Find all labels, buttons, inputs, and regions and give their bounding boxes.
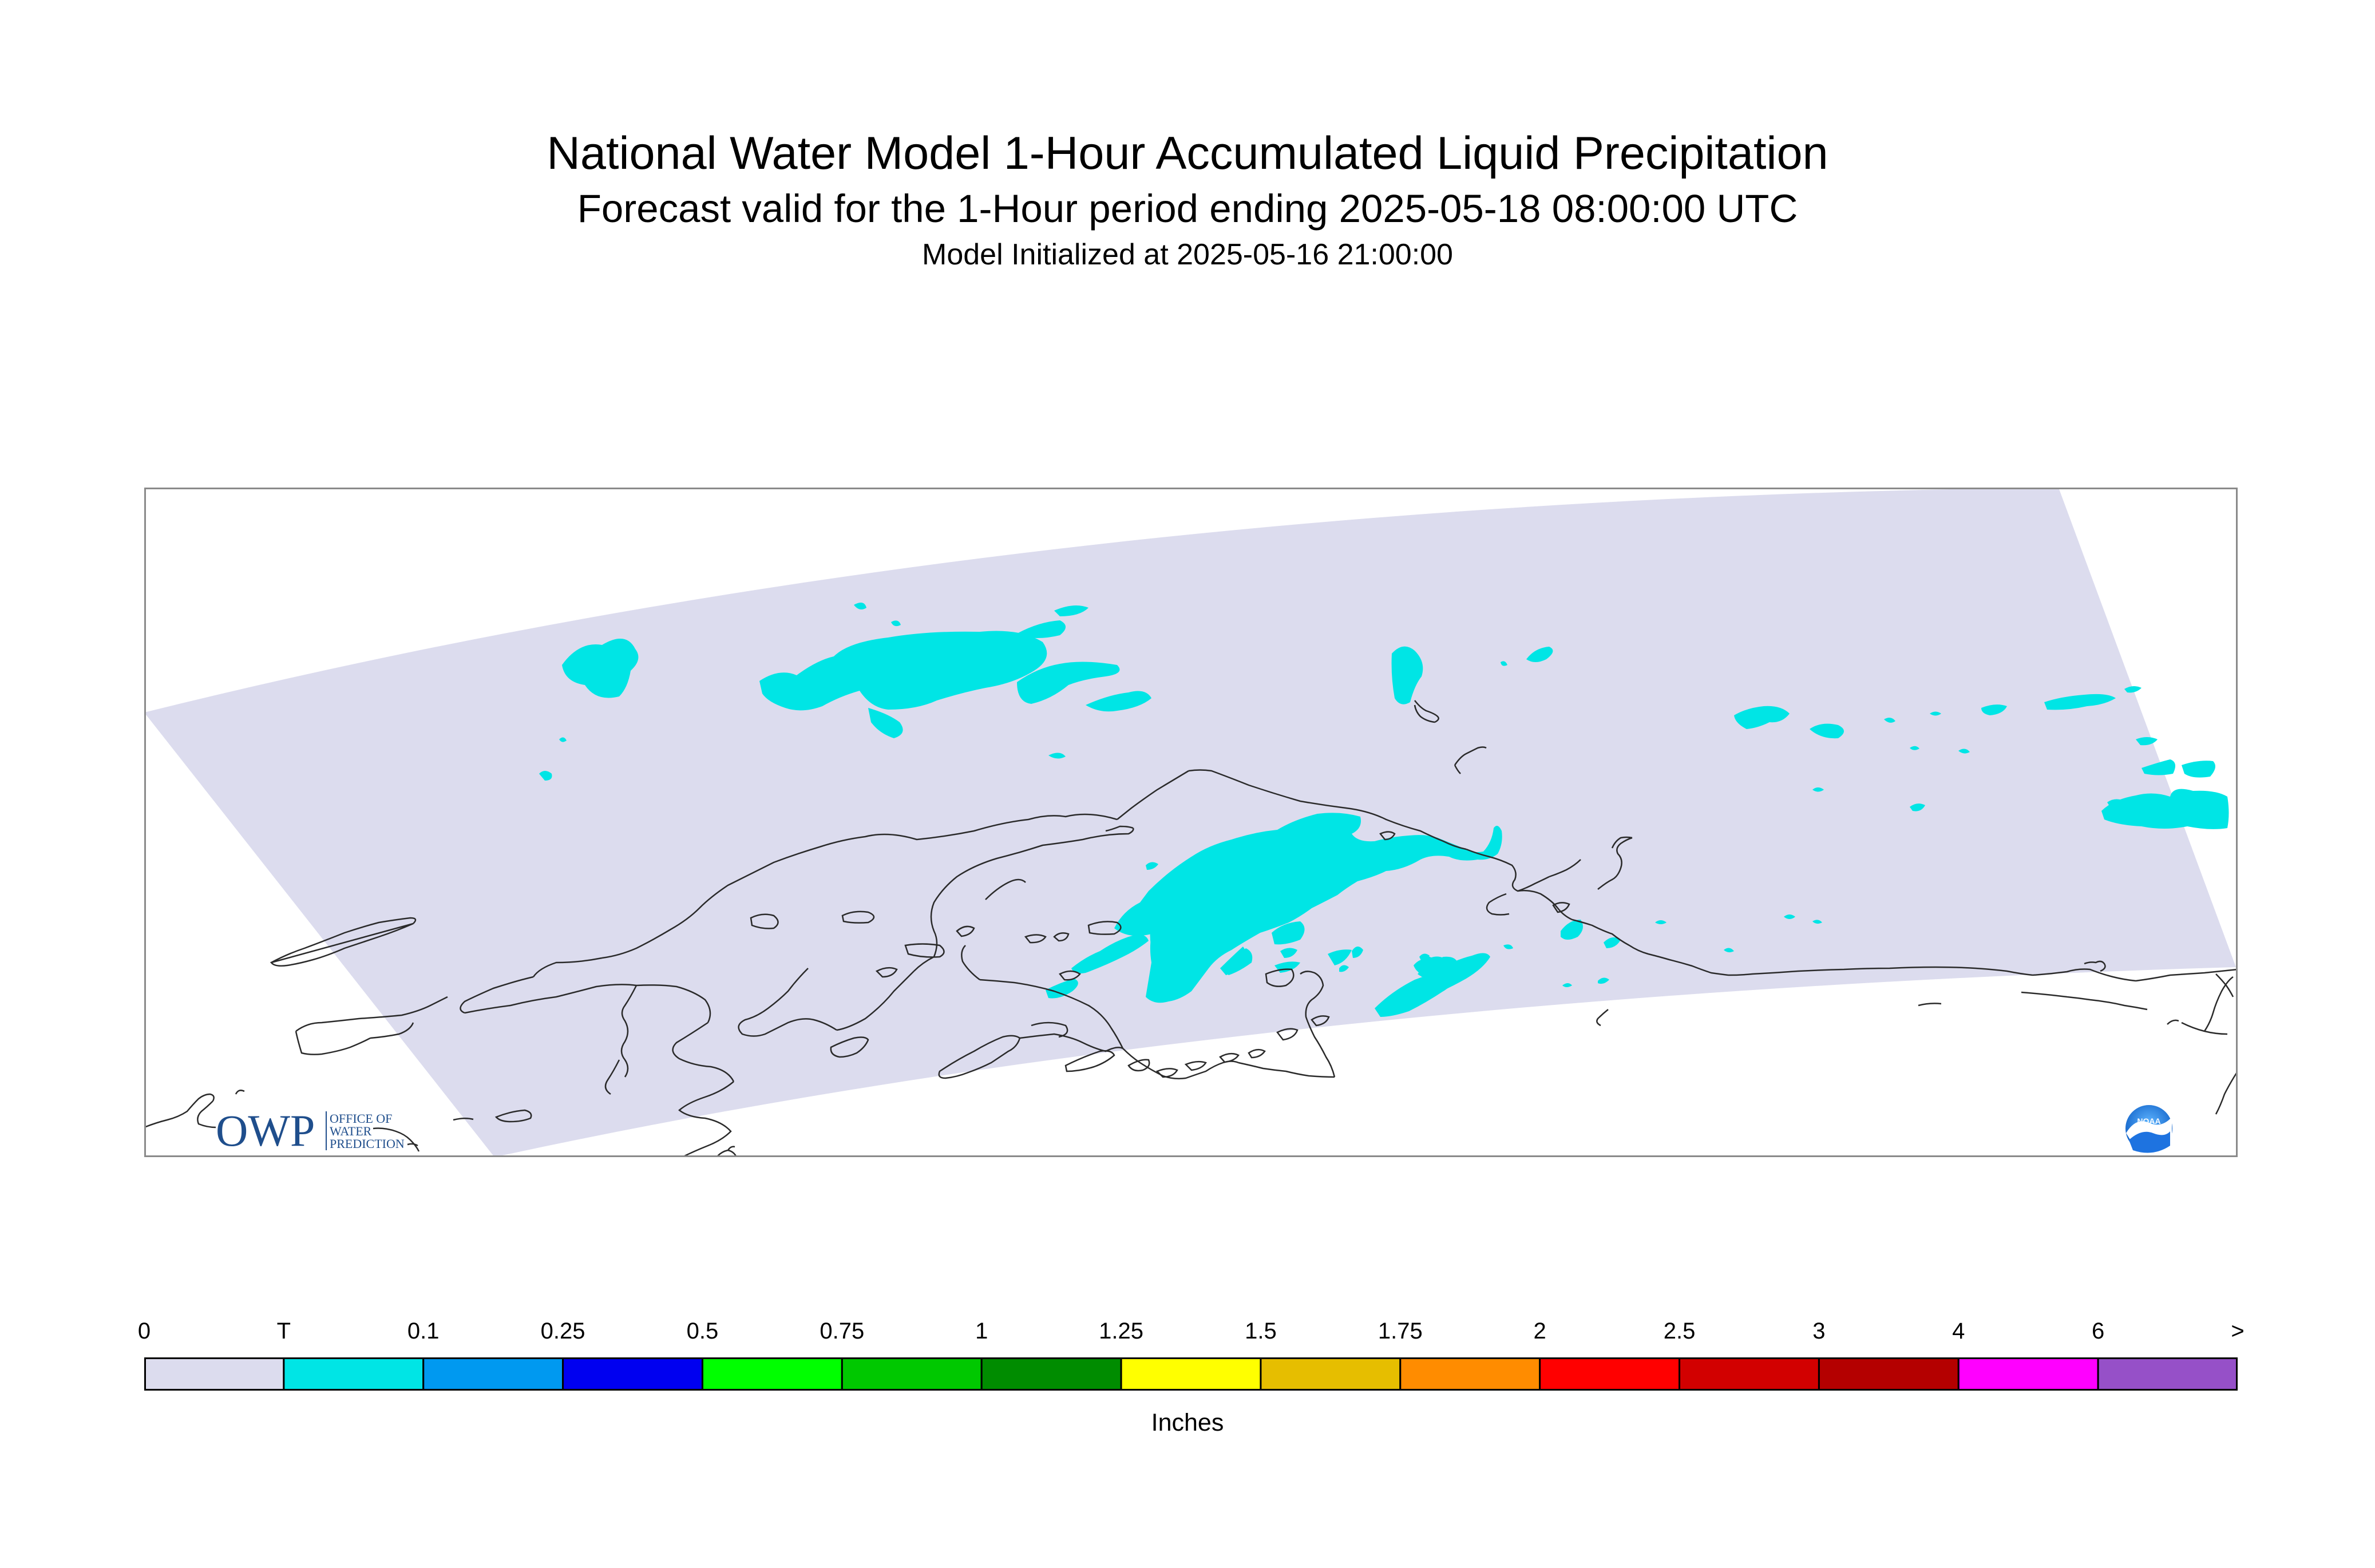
legend-tick-label: 0.25 [540, 1318, 585, 1344]
legend-bin [1539, 1357, 1681, 1391]
legend-tick-label: 2 [1533, 1318, 1546, 1344]
coastlines [144, 700, 2238, 1157]
legend-tick-label: 2.5 [1663, 1318, 1696, 1344]
legend-bin [283, 1357, 425, 1391]
owp-logo: OWP OFFICE OF WATER PREDICTION [216, 1106, 405, 1155]
model-init-time: Model Initialized at 2025-05-16 21:00:00 [922, 238, 1453, 271]
owp-logo-line3: PREDICTION [330, 1137, 405, 1151]
legend-bin [841, 1357, 983, 1391]
legend-bin [1818, 1357, 1960, 1391]
map-frame [144, 488, 2238, 1157]
legend-bin [1120, 1357, 1262, 1391]
legend-tick-label: 0 [137, 1318, 151, 1344]
legend-tick-label: 1 [975, 1318, 988, 1344]
legend-bin [1260, 1357, 1402, 1391]
legend-bin [144, 1357, 285, 1391]
owp-logo-line2: WATER [330, 1124, 372, 1138]
legend-tick-label: 1.5 [1245, 1318, 1277, 1344]
legend-bin [422, 1357, 564, 1391]
legend-bin [562, 1357, 703, 1391]
legend-bin [980, 1357, 1122, 1391]
legend-bin [1957, 1357, 2099, 1391]
legend-tick-label: 0.75 [820, 1318, 865, 1344]
map-subtitle: Forecast valid for the 1-Hour period end… [577, 187, 1798, 231]
legend-tick-label: > [2231, 1318, 2245, 1344]
owp-logo-line1: OFFICE OF [330, 1111, 392, 1126]
legend-tick-label: 6 [2092, 1318, 2105, 1344]
owp-logo-letters: OWP [216, 1106, 315, 1155]
legend-tick-label: 0.5 [686, 1318, 719, 1344]
noaa-logo-text: NOAA [2137, 1116, 2160, 1126]
map-title: National Water Model 1-Hour Accumulated … [547, 128, 1828, 179]
legend-units: Inches [1151, 1409, 1224, 1436]
noaa-logo: NOAA [2123, 1103, 2175, 1154]
legend-tick-label: 3 [1812, 1318, 1826, 1344]
legend-bin [2097, 1357, 2238, 1391]
legend-tick-label: T [276, 1318, 291, 1344]
legend-tick-label: 0.1 [407, 1318, 440, 1344]
legend-bin [1399, 1357, 1541, 1391]
model-domain [144, 488, 2236, 1157]
legend-bin [1679, 1357, 1820, 1391]
legend-colorbar [144, 1357, 2238, 1391]
precip-areas [539, 603, 2229, 1017]
precipitation-map: OWP OFFICE OF WATER PREDICTION NOAA [144, 488, 2238, 1157]
legend-tick-label: 1.75 [1378, 1318, 1423, 1344]
legend-bin [701, 1357, 843, 1391]
legend-tick-label: 1.25 [1099, 1318, 1143, 1344]
legend-tick-label: 4 [1952, 1318, 1965, 1344]
